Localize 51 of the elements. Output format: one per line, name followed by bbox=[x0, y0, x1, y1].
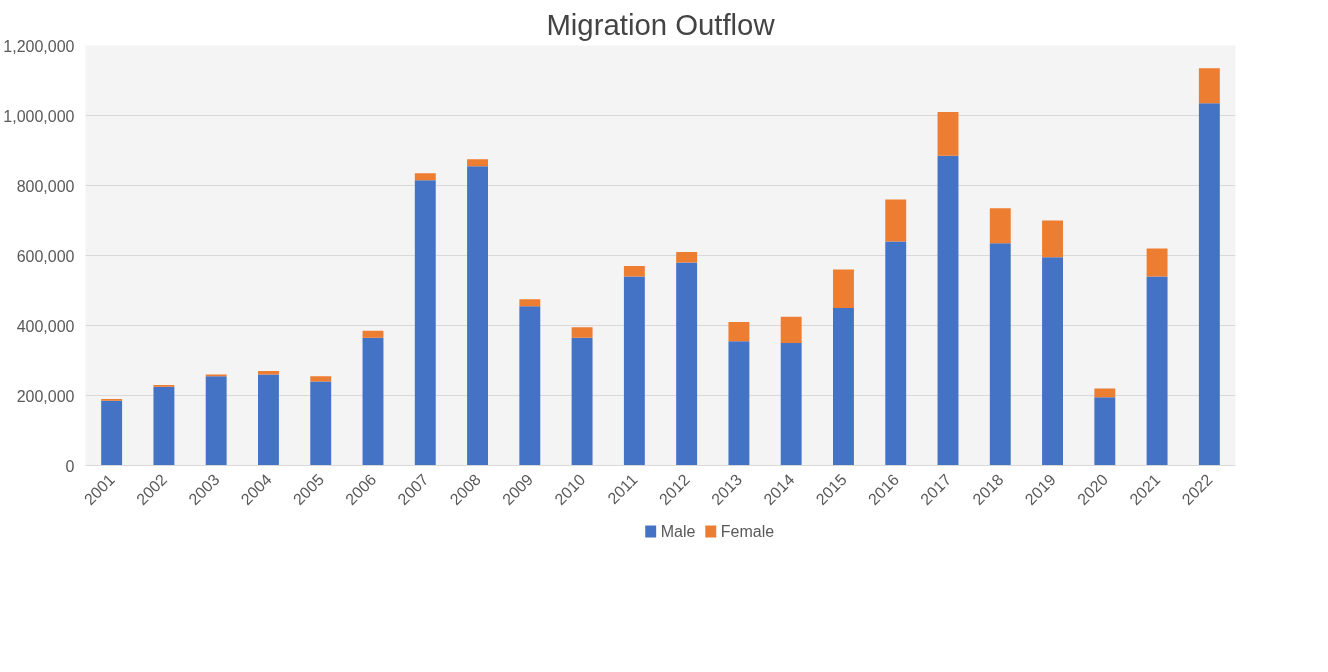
bar bbox=[1042, 220, 1063, 258]
bar bbox=[519, 306, 541, 466]
y-tick-label: 600,000 bbox=[16, 247, 75, 265]
bar bbox=[414, 180, 436, 466]
bar bbox=[1094, 388, 1116, 398]
bar bbox=[414, 173, 436, 181]
bar bbox=[833, 269, 854, 308]
bar bbox=[989, 208, 1011, 244]
bar bbox=[1146, 248, 1168, 277]
bar bbox=[205, 376, 227, 466]
bar bbox=[571, 337, 593, 466]
y-tick-label: 1,200,000 bbox=[3, 37, 75, 55]
bar bbox=[571, 327, 593, 338]
bar bbox=[728, 341, 750, 466]
bar bbox=[519, 299, 541, 307]
bar bbox=[258, 371, 279, 375]
bar bbox=[1198, 68, 1220, 104]
bar bbox=[362, 337, 384, 466]
bar bbox=[1198, 103, 1220, 466]
bar bbox=[885, 241, 907, 466]
bar bbox=[937, 112, 959, 156]
y-tick-label: 1,000,000 bbox=[3, 107, 75, 125]
bar bbox=[989, 243, 1011, 466]
y-tick-label: 0 bbox=[65, 457, 75, 475]
bar bbox=[885, 199, 907, 242]
y-tick-label: 800,000 bbox=[16, 177, 75, 195]
y-tick-label: 400,000 bbox=[16, 317, 75, 335]
bar bbox=[258, 374, 279, 466]
bar bbox=[623, 276, 645, 466]
bar bbox=[1042, 257, 1063, 466]
bar bbox=[310, 381, 332, 466]
bar bbox=[780, 316, 802, 343]
bar bbox=[676, 252, 698, 263]
bar bbox=[362, 330, 384, 338]
y-tick-label: 200,000 bbox=[16, 387, 75, 405]
legend-label: Female bbox=[720, 523, 775, 540]
bar bbox=[937, 155, 959, 466]
bar bbox=[153, 386, 175, 466]
bar bbox=[467, 166, 488, 466]
bar bbox=[1094, 397, 1116, 466]
bar bbox=[101, 400, 123, 466]
chart-title: Migration Outflow bbox=[546, 7, 776, 41]
bar bbox=[310, 376, 332, 382]
legend-label: Male bbox=[660, 523, 696, 540]
bar bbox=[623, 266, 645, 277]
bar bbox=[467, 159, 488, 167]
bar bbox=[676, 262, 698, 466]
bar bbox=[833, 308, 854, 466]
bar bbox=[1146, 276, 1168, 466]
bar bbox=[728, 322, 750, 342]
bar bbox=[780, 343, 802, 466]
